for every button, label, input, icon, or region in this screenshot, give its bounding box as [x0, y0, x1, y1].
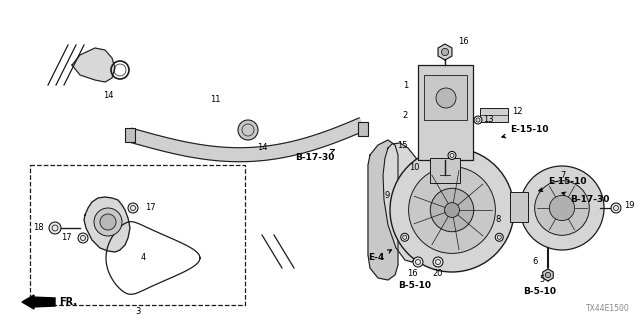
- Polygon shape: [22, 295, 34, 309]
- Circle shape: [474, 116, 482, 124]
- Text: 1: 1: [403, 81, 408, 90]
- Circle shape: [545, 272, 550, 278]
- Text: FR.: FR.: [59, 297, 77, 307]
- Bar: [510, 192, 528, 222]
- Circle shape: [549, 196, 575, 220]
- Text: 18: 18: [33, 223, 44, 233]
- Text: 14: 14: [103, 91, 113, 100]
- Text: 17: 17: [145, 203, 156, 212]
- Circle shape: [49, 222, 61, 234]
- Text: 16: 16: [458, 37, 468, 46]
- Polygon shape: [438, 44, 452, 60]
- Text: 8: 8: [495, 215, 500, 225]
- Circle shape: [436, 88, 456, 108]
- Text: 20: 20: [433, 268, 444, 277]
- Bar: [480, 108, 508, 122]
- Text: 5: 5: [540, 276, 545, 284]
- Circle shape: [238, 120, 258, 140]
- Polygon shape: [32, 297, 55, 307]
- Text: B-5-10: B-5-10: [524, 287, 557, 297]
- Bar: [125, 128, 135, 142]
- Text: 15: 15: [397, 140, 408, 149]
- Circle shape: [390, 148, 514, 272]
- Text: 3: 3: [135, 308, 141, 316]
- Polygon shape: [72, 48, 115, 82]
- Text: TX44E1500: TX44E1500: [586, 304, 630, 313]
- Circle shape: [78, 233, 88, 243]
- Text: 13: 13: [483, 115, 493, 124]
- Text: E-15-10: E-15-10: [502, 125, 548, 138]
- Text: 16: 16: [406, 268, 417, 277]
- Circle shape: [442, 48, 449, 56]
- Text: 12: 12: [512, 108, 522, 116]
- Polygon shape: [383, 143, 420, 262]
- Circle shape: [520, 166, 604, 250]
- Bar: [30, 165, 245, 305]
- Bar: [358, 122, 368, 136]
- Circle shape: [128, 203, 138, 213]
- Polygon shape: [368, 140, 398, 280]
- Text: 6: 6: [532, 258, 538, 267]
- Bar: [424, 75, 467, 120]
- Circle shape: [448, 151, 456, 159]
- Text: B-17-30: B-17-30: [562, 192, 609, 204]
- Text: E-15-10: E-15-10: [539, 178, 586, 191]
- Text: B-5-10: B-5-10: [399, 281, 431, 290]
- Circle shape: [611, 203, 621, 213]
- Circle shape: [430, 188, 474, 232]
- Text: 2: 2: [403, 110, 408, 119]
- Circle shape: [445, 203, 460, 218]
- Polygon shape: [128, 118, 365, 162]
- Circle shape: [495, 233, 503, 241]
- Circle shape: [94, 208, 122, 236]
- Bar: [418, 65, 473, 160]
- Text: 10: 10: [410, 164, 420, 172]
- Polygon shape: [543, 269, 553, 281]
- Circle shape: [401, 233, 409, 241]
- Text: E-4: E-4: [368, 250, 392, 262]
- Text: 7: 7: [560, 171, 565, 180]
- Circle shape: [408, 167, 495, 253]
- Text: 19: 19: [624, 202, 634, 211]
- Bar: [430, 158, 460, 183]
- Text: 11: 11: [210, 95, 220, 105]
- Text: 9: 9: [385, 190, 390, 199]
- Text: B-17-30: B-17-30: [295, 149, 335, 163]
- Polygon shape: [84, 197, 130, 252]
- Circle shape: [433, 257, 443, 267]
- Text: 4: 4: [140, 253, 146, 262]
- Circle shape: [413, 257, 423, 267]
- Text: 17: 17: [61, 234, 72, 243]
- Text: 14: 14: [257, 143, 268, 153]
- Circle shape: [534, 181, 589, 235]
- Circle shape: [100, 214, 116, 230]
